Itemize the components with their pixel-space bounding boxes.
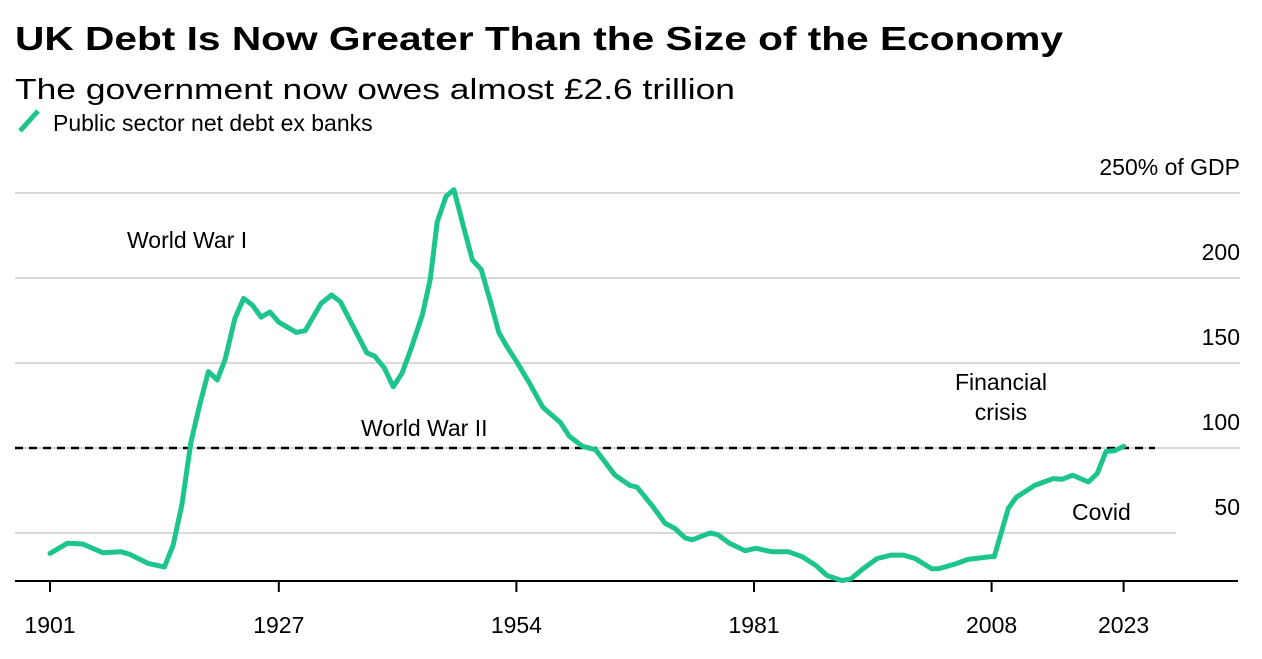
x-tick-label: 1901 — [24, 612, 75, 638]
y-tick-label: 100 — [1202, 409, 1240, 435]
annotations: World War I World War II Financial crisi… — [127, 227, 1131, 525]
annotation-financial-crisis-line1: Financial — [955, 369, 1047, 395]
legend-swatch-icon — [18, 109, 40, 133]
chart-title: UK Debt Is Now Greater Than the Size of … — [15, 20, 1064, 57]
chart-subtitle: The government now owes almost £2.6 tril… — [15, 74, 735, 106]
x-tick-label: 2008 — [966, 612, 1017, 638]
x-axis: 1901 1927 1954 1981 2008 2023 — [24, 581, 1149, 638]
x-tick-label: 1954 — [491, 612, 542, 638]
y-axis-labels: 250% of GDP 200 150 100 50 — [1099, 154, 1240, 520]
legend: Public sector net debt ex banks — [18, 109, 373, 136]
legend-label: Public sector net debt ex banks — [53, 110, 373, 136]
x-tick-label: 1927 — [253, 612, 304, 638]
x-tick-label: 2023 — [1098, 612, 1149, 638]
annotation-covid: Covid — [1072, 499, 1131, 525]
x-tick-label: 1981 — [728, 612, 779, 638]
annotation-world-war-i: World War I — [127, 227, 247, 253]
y-tick-label: 200 — [1202, 239, 1240, 265]
series-line-public-sector-net-debt — [47, 187, 1127, 584]
y-tick-label: 150 — [1202, 324, 1240, 350]
annotation-world-war-ii: World War II — [361, 415, 488, 441]
annotation-financial-crisis-line2: crisis — [975, 399, 1027, 425]
y-tick-label: 250% of GDP — [1099, 154, 1240, 180]
y-tick-label: 50 — [1214, 494, 1240, 520]
gridlines — [15, 192, 1240, 534]
